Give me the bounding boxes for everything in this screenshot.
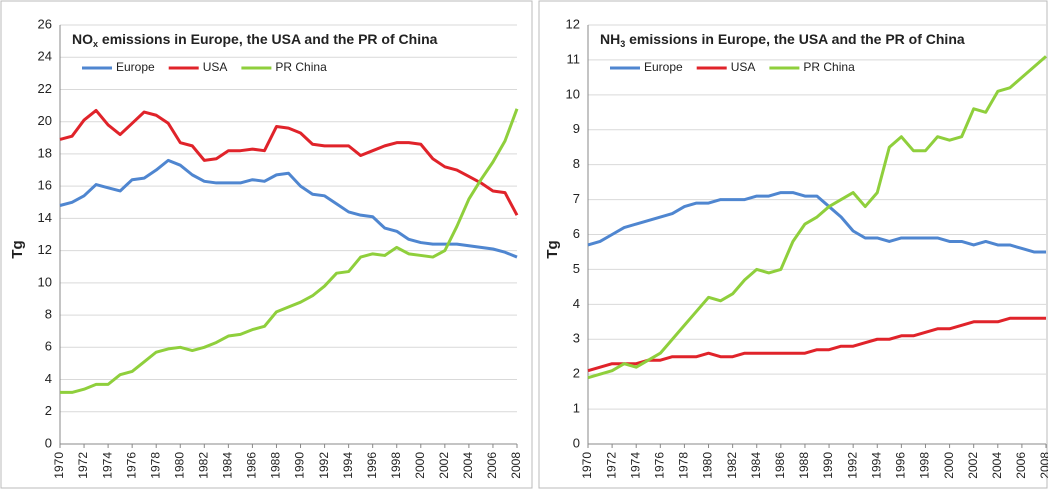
title-part: emissions in Europe, the USA and the PR … — [98, 31, 438, 47]
y-tick-label: 8 — [573, 156, 580, 171]
legend-label: PR China — [803, 60, 855, 74]
x-tick-label: 2002 — [437, 452, 451, 479]
series-line — [587, 316, 1046, 373]
x-tick-label: 1988 — [269, 452, 283, 479]
x-tick-label: 1974 — [100, 452, 114, 479]
y-tick-label: 0 — [573, 435, 580, 450]
x-tick-label: 1972 — [604, 452, 618, 479]
x-tick-label: 2006 — [485, 452, 499, 479]
x-tick-label: 1982 — [725, 452, 739, 479]
x-tick-label: 2000 — [942, 452, 956, 479]
series-line — [59, 108, 519, 216]
title-part: NO — [72, 31, 93, 47]
y-tick-label: 7 — [573, 191, 580, 206]
y-tick-label: 18 — [38, 145, 52, 160]
x-tick-label: 1994 — [341, 452, 355, 479]
y-axis-label: Tg — [9, 240, 26, 258]
x-tick-label: 1986 — [773, 452, 787, 479]
x-tick-label: 1978 — [677, 452, 691, 479]
x-tick-label: 1998 — [389, 452, 403, 479]
title-part: x — [93, 39, 98, 49]
y-tick-label: 4 — [45, 371, 52, 386]
y-axis-label: Tg — [544, 240, 561, 258]
legend-label: Europe — [116, 60, 155, 74]
x-tick-label: 2008 — [509, 452, 523, 479]
y-tick-label: 10 — [38, 274, 52, 289]
y-tick-label: 4 — [573, 296, 580, 311]
title-part: NH — [600, 31, 620, 47]
x-tick-label: 2002 — [966, 452, 980, 479]
x-tick-label: 1988 — [797, 452, 811, 479]
chart-title: NOx emissions in Europe, the USA and the… — [72, 31, 438, 50]
x-tick-label: 1982 — [196, 452, 210, 479]
y-tick-label: 22 — [38, 81, 52, 96]
chart-title: NH3 emissions in Europe, the USA and the… — [600, 31, 965, 50]
x-tick-label: 1976 — [652, 452, 666, 479]
x-tick-label: 1994 — [869, 452, 883, 479]
y-tick-label: 6 — [45, 339, 52, 354]
y-tick-label: 9 — [573, 121, 580, 136]
x-tick-label: 1984 — [221, 452, 235, 479]
y-tick-label: 10 — [566, 86, 580, 101]
y-tick-label: 12 — [566, 16, 580, 31]
x-tick-label: 1976 — [124, 452, 138, 479]
series-line — [60, 108, 519, 394]
x-tick-label: 2004 — [990, 452, 1004, 479]
legend-label: Europe — [644, 60, 683, 74]
y-tick-label: 11 — [567, 51, 581, 66]
title-part: 3 — [620, 39, 625, 49]
y-tick-label: 0 — [45, 435, 52, 450]
legend-label: PR China — [275, 60, 327, 74]
y-tick-label: 5 — [573, 261, 580, 276]
y-tick-label: 1 — [573, 401, 580, 416]
y-tick-label: 26 — [38, 16, 52, 31]
y-tick-label: 20 — [38, 113, 52, 128]
x-tick-label: 1986 — [245, 452, 259, 479]
y-tick-label: 3 — [573, 331, 580, 346]
x-tick-label: 2008 — [1038, 452, 1048, 479]
y-tick-label: 16 — [38, 178, 52, 193]
y-tick-label: 2 — [573, 366, 580, 381]
x-tick-label: 1996 — [365, 452, 379, 479]
series-line — [59, 158, 518, 259]
x-tick-label: 1980 — [701, 452, 715, 479]
y-tick-label: 8 — [45, 307, 52, 322]
y-tick-label: 6 — [573, 226, 580, 241]
y-tick-label: 24 — [38, 49, 52, 64]
y-tick-label: 14 — [38, 210, 52, 225]
x-tick-label: 1992 — [317, 452, 331, 479]
series-line — [587, 55, 1047, 380]
x-tick-label: 1972 — [76, 452, 90, 479]
x-tick-label: 1992 — [845, 452, 859, 479]
x-tick-label: 1978 — [148, 452, 162, 479]
x-tick-label: 1974 — [628, 452, 642, 479]
title-part: emissions in Europe, the USA and the PR … — [625, 31, 965, 47]
x-tick-label: 2006 — [1014, 452, 1028, 479]
panel-border — [0, 0, 533, 489]
legend-label: USA — [731, 60, 756, 74]
x-tick-label: 1998 — [918, 452, 932, 479]
panel-border — [538, 0, 1048, 489]
x-tick-label: 2000 — [413, 452, 427, 479]
x-tick-label: 1990 — [293, 452, 307, 479]
x-tick-label: 1970 — [52, 452, 66, 479]
x-tick-label: 1990 — [821, 452, 835, 479]
x-tick-label: 1996 — [894, 452, 908, 479]
x-tick-label: 1984 — [749, 452, 763, 479]
y-tick-label: 2 — [45, 403, 52, 418]
x-tick-label: 2004 — [461, 452, 475, 479]
x-tick-label: 1970 — [580, 452, 594, 479]
y-tick-label: 12 — [38, 242, 52, 257]
legend-label: USA — [203, 60, 228, 74]
series-line — [587, 191, 1046, 254]
x-tick-label: 1980 — [172, 452, 186, 479]
